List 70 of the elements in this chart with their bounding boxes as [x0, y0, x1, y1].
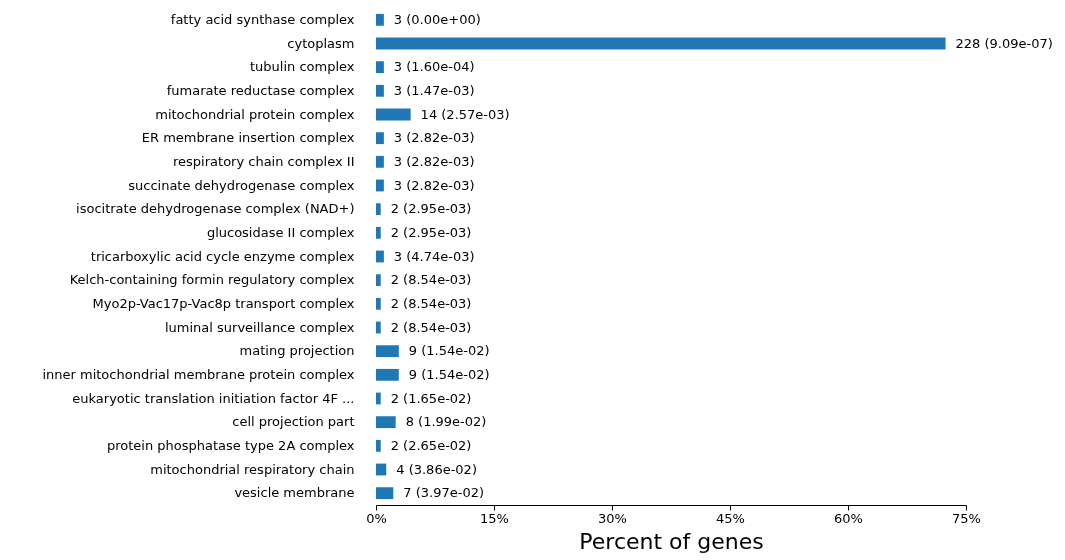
y-tick-label: eukaryotic translation initiation factor 4F ... [72, 390, 355, 406]
bar [376, 439, 381, 452]
y-tick-label: mitochondrial respiratory chain [150, 461, 355, 477]
x-axis-title: Percent of genes [579, 528, 764, 554]
y-tick-label: vesicle membrane [234, 485, 355, 501]
bar [376, 132, 384, 145]
annotation: 8 (1.99e-02) [405, 414, 487, 430]
x-tick-label: 0% [366, 510, 387, 526]
bar [376, 297, 381, 310]
bar [376, 368, 399, 381]
bar [376, 179, 384, 192]
x-tick-label: 45% [716, 510, 745, 526]
annotation: 2 (8.54e-03) [390, 295, 472, 311]
annotation: 3 (2.82e-03) [393, 177, 475, 193]
annotation: 2 (2.95e-03) [390, 224, 472, 240]
y-tick-label: mating projection [239, 343, 355, 359]
bar [376, 416, 396, 429]
bar [376, 61, 384, 74]
x-tick-label: 30% [598, 510, 627, 526]
bar [376, 274, 381, 287]
y-tick-label: respiratory chain complex II [173, 153, 355, 169]
bar [376, 37, 946, 50]
y-tick-label: tricarboxylic acid cycle enzyme complex [90, 248, 355, 264]
annotation: 2 (2.65e-02) [390, 437, 472, 453]
bar [376, 84, 384, 97]
annotation: 14 (2.57e-03) [420, 106, 510, 122]
bar [376, 13, 384, 26]
bar [376, 487, 394, 500]
y-tick-label: cytoplasm [287, 35, 355, 51]
y-tick-label: Kelch-containing formin regulatory complex [69, 272, 355, 288]
y-tick-label: glucosidase II complex [206, 224, 355, 240]
bar [376, 108, 411, 121]
annotation: 2 (1.65e-02) [390, 390, 472, 406]
annotation: 3 (4.74e-03) [393, 248, 475, 264]
y-tick-label: Myo2p-Vac17p-Vac8p transport complex [92, 295, 355, 311]
annotation: 3 (2.82e-03) [393, 153, 475, 169]
annotation: 3 (1.60e-04) [393, 59, 475, 75]
y-tick-label: cell projection part [232, 414, 355, 430]
annotation: 228 (9.09e-07) [955, 35, 1053, 51]
annotation: 7 (3.97e-02) [403, 485, 485, 501]
y-tick-label: fatty acid synthase complex [170, 11, 355, 27]
annotation: 3 (2.82e-03) [393, 130, 475, 146]
y-tick-label: succinate dehydrogenase complex [128, 177, 355, 193]
annotation: 3 (0.00e+00) [393, 11, 481, 27]
annotation: 9 (1.54e-02) [408, 343, 490, 359]
bar [376, 203, 381, 216]
y-tick-label: fumarate reductase complex [166, 82, 355, 98]
annotation: 9 (1.54e-02) [408, 366, 490, 382]
x-tick-label: 60% [834, 510, 863, 526]
bar [376, 463, 387, 476]
y-tick-label: luminal surveillance complex [164, 319, 355, 335]
bar [376, 155, 384, 168]
y-tick-label: isocitrate dehydrogenase complex (NAD+) [76, 201, 355, 217]
y-tick-label: protein phosphatase type 2A complex [106, 437, 355, 453]
annotation: 2 (8.54e-03) [390, 319, 472, 335]
annotation: 3 (1.47e-03) [393, 82, 475, 98]
bar [376, 345, 399, 358]
y-tick-label: inner mitochondrial membrane protein complex [42, 366, 355, 382]
bar [376, 250, 384, 263]
x-tick-label: 75% [952, 510, 981, 526]
annotation: 2 (8.54e-03) [390, 272, 472, 288]
annotation: 2 (2.95e-03) [390, 201, 472, 217]
y-tick-label: mitochondrial protein complex [155, 106, 355, 122]
x-tick-label: 15% [480, 510, 509, 526]
y-tick-label: ER membrane insertion complex [141, 130, 355, 146]
bar [376, 321, 381, 334]
bar [376, 392, 381, 405]
annotation: 4 (3.86e-02) [396, 461, 477, 477]
y-tick-label: tubulin complex [249, 59, 355, 75]
bar [376, 226, 381, 239]
